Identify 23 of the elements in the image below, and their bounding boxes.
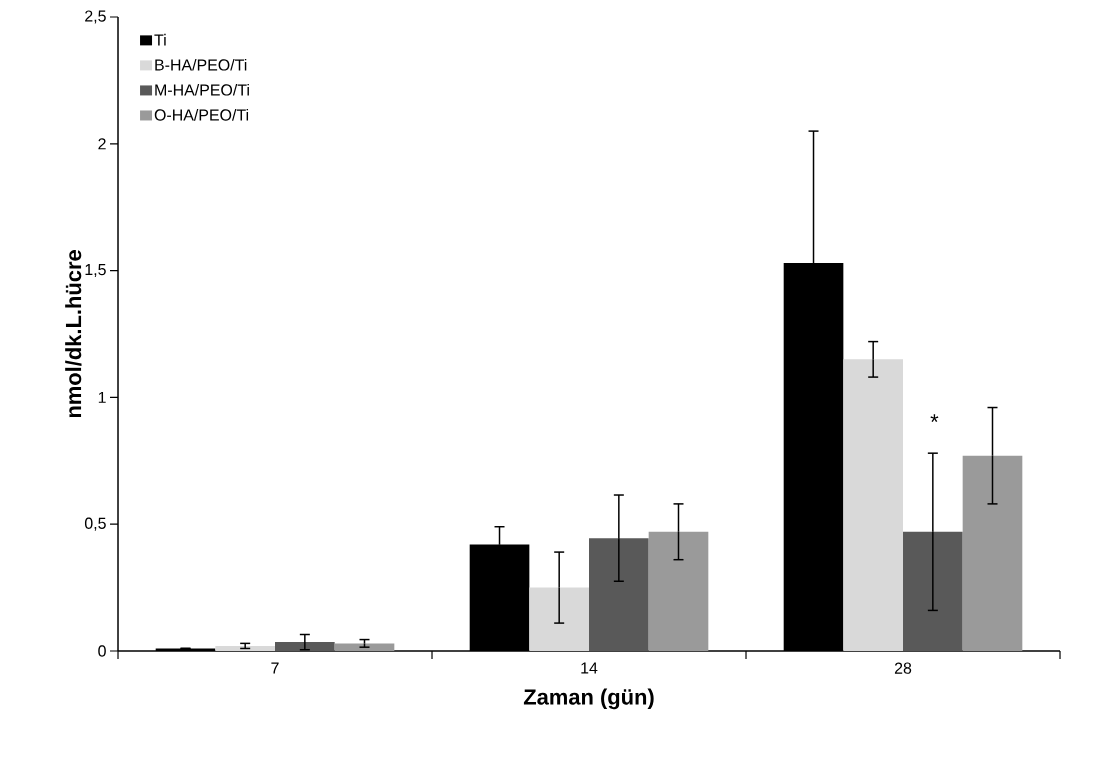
bar — [648, 531, 709, 651]
bar — [843, 359, 904, 651]
y-tick-label: 0,5 — [84, 517, 106, 531]
bar — [215, 645, 276, 651]
bar — [589, 538, 649, 651]
legend-label: M-HA/PEO/Ti — [155, 83, 249, 96]
y-tick-label: 2 — [98, 138, 106, 150]
y-axis-title: nmol/dk.L.hücre — [65, 250, 82, 418]
y-tick-label: 1 — [98, 391, 106, 403]
legend-label: O-HA/PEO/Ti — [154, 108, 249, 121]
bar — [275, 642, 335, 651]
y-tick-label: 0 — [98, 645, 106, 657]
legend-label: B-HA/PEO/Ti — [155, 58, 247, 71]
x-tick-label: 7 — [271, 662, 279, 674]
x-axis-title: Zaman (gün) — [523, 688, 654, 710]
y-tick-label: 2,5 — [85, 10, 106, 24]
annotation: * — [930, 414, 939, 422]
x-tick-label: 28 — [894, 662, 912, 674]
x-tick-label: 14 — [581, 662, 598, 674]
bar — [334, 643, 395, 651]
bar — [962, 455, 1023, 651]
y-tick-label: 1,5 — [85, 264, 106, 278]
legend-label: Ti — [154, 33, 166, 46]
